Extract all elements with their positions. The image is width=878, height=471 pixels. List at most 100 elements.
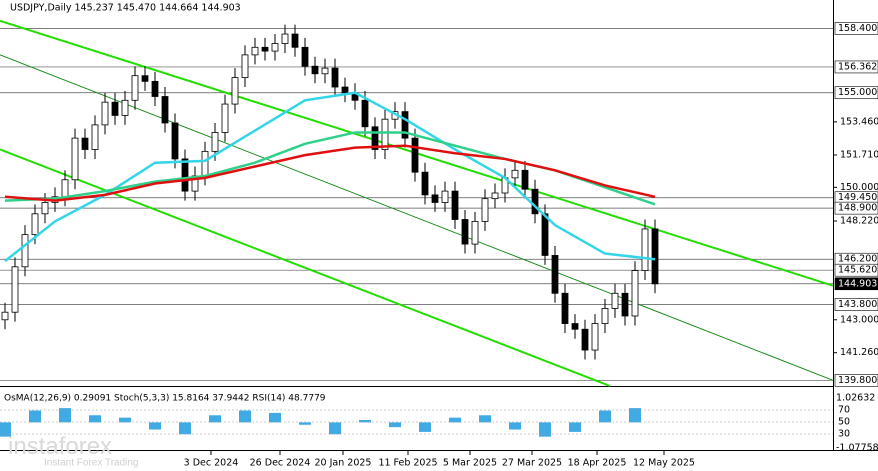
candle-body bbox=[551, 255, 559, 294]
candle-body bbox=[221, 103, 229, 133]
level-box bbox=[834, 86, 878, 100]
candle-body bbox=[571, 323, 579, 330]
candle-body bbox=[101, 101, 109, 126]
osma-bar bbox=[239, 410, 251, 423]
level-label: 148.900 bbox=[838, 203, 877, 214]
candle-body bbox=[601, 308, 609, 324]
indicator-tick-label: 1.02632 bbox=[836, 393, 875, 404]
osma-bar bbox=[569, 422, 581, 432]
moving-average bbox=[4, 144, 656, 202]
level-label: 146.200 bbox=[838, 254, 877, 265]
indicator-label: OsMA(12,26,9) 0.29091 Stoch(5,3,3) 15.81… bbox=[4, 394, 326, 404]
osc-tick-label: 70 bbox=[838, 405, 850, 416]
candle-body bbox=[611, 292, 619, 309]
level-box bbox=[834, 374, 878, 387]
level-box bbox=[834, 22, 878, 35]
y-tick-label: 148.220 bbox=[840, 216, 878, 227]
candle-body bbox=[481, 198, 489, 222]
candle-body bbox=[621, 292, 629, 317]
candle-body bbox=[431, 194, 439, 203]
candle-body bbox=[411, 137, 419, 173]
osma-bar bbox=[59, 408, 71, 423]
x-tick-label: 20 Jan 2025 bbox=[315, 458, 372, 469]
candle-body bbox=[201, 150, 209, 177]
candle-body bbox=[81, 137, 89, 150]
candle-body bbox=[41, 202, 49, 215]
candle-body bbox=[151, 80, 159, 97]
candle-body bbox=[171, 122, 179, 160]
osma-bar bbox=[209, 415, 221, 423]
x-tick-label: 5 Mar 2025 bbox=[443, 458, 497, 469]
candle-body bbox=[531, 188, 539, 215]
osma-bar bbox=[329, 422, 341, 435]
candle-body bbox=[271, 43, 279, 52]
x-tick-label: 27 Mar 2025 bbox=[502, 458, 562, 469]
candle-body bbox=[131, 75, 139, 101]
candle-body bbox=[1, 311, 9, 321]
candle-body bbox=[241, 54, 249, 78]
level-label: 145.620 bbox=[838, 265, 877, 276]
candle-body bbox=[471, 220, 479, 245]
trendline bbox=[0, 54, 834, 381]
indicator-tick-label: -1.07758 bbox=[836, 443, 878, 454]
osma-bar bbox=[389, 422, 401, 428]
candle-body bbox=[31, 213, 39, 236]
osma-bar bbox=[119, 417, 131, 423]
candle-body bbox=[401, 111, 409, 139]
candle-body bbox=[141, 75, 149, 82]
candle-body bbox=[111, 101, 119, 116]
candle-body bbox=[21, 234, 29, 268]
x-tick-label: 18 Apr 2025 bbox=[568, 458, 627, 469]
osc-tick-label: 50 bbox=[838, 417, 850, 428]
level-label: 158.400 bbox=[838, 23, 877, 34]
candle-body bbox=[631, 270, 639, 317]
logo: instaforex bbox=[8, 433, 112, 460]
level-label: 144.903 bbox=[838, 278, 877, 289]
candle-body bbox=[61, 179, 69, 198]
candle-body bbox=[11, 266, 19, 313]
osma-bar bbox=[509, 422, 521, 430]
candle-body bbox=[541, 213, 549, 256]
osma-bar bbox=[269, 412, 281, 423]
trendline bbox=[0, 148, 611, 387]
y-tick-label: 153.460 bbox=[840, 116, 878, 127]
candle-body bbox=[311, 65, 319, 75]
level-label: 139.800 bbox=[838, 375, 877, 386]
y-tick-label: 141.260 bbox=[840, 347, 878, 358]
level-box bbox=[834, 263, 878, 277]
candle-body bbox=[641, 228, 649, 271]
y-tick-label: 150.000 bbox=[840, 182, 878, 193]
osc-tick-label: 30 bbox=[838, 429, 850, 440]
level-label: 143.800 bbox=[838, 299, 877, 310]
candle-body bbox=[591, 323, 599, 351]
candle-body bbox=[461, 219, 469, 245]
candle-body bbox=[371, 126, 379, 150]
osma-bar bbox=[359, 420, 371, 423]
osma-bar bbox=[449, 417, 461, 423]
logo-subtitle: Instant Forex Trading bbox=[44, 458, 139, 469]
y-tick-label: 151.710 bbox=[840, 149, 878, 160]
candle-body bbox=[291, 33, 299, 48]
candle-body bbox=[581, 328, 589, 351]
candle-body bbox=[381, 118, 389, 150]
candle-body bbox=[231, 77, 239, 105]
candle-body bbox=[561, 292, 569, 324]
candle-body bbox=[361, 99, 369, 128]
level-label: 155.000 bbox=[838, 87, 877, 98]
osma-bar bbox=[299, 422, 311, 425]
candle-body bbox=[91, 124, 99, 150]
level-box bbox=[834, 298, 878, 311]
candle-body bbox=[521, 169, 529, 190]
osma-bar bbox=[89, 415, 101, 423]
osma-bar bbox=[0, 422, 11, 437]
osma-bar bbox=[599, 410, 611, 423]
candle-body bbox=[451, 190, 459, 220]
candle-body bbox=[331, 67, 339, 88]
candle-body bbox=[281, 33, 289, 44]
candle-body bbox=[441, 190, 449, 203]
x-tick-label: 12 May 2025 bbox=[633, 458, 695, 469]
candle-body bbox=[121, 99, 129, 116]
osma-bar bbox=[539, 422, 551, 437]
candle-body bbox=[491, 192, 499, 200]
